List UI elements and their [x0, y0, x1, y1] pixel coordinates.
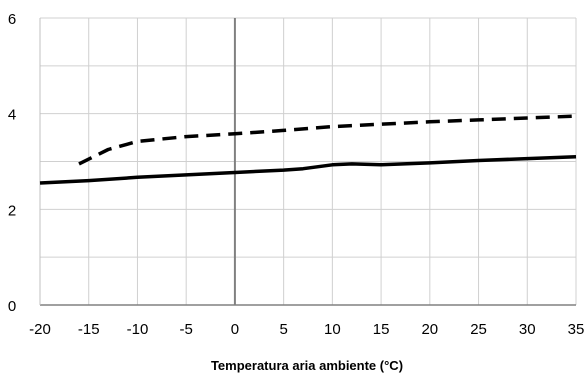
x-tick-label: 20 — [421, 321, 438, 338]
x-axis-title: Temperatura aria ambiente (°C) — [211, 358, 403, 373]
x-tick-label: 35 — [568, 321, 585, 338]
y-tick-label: 2 — [8, 202, 16, 219]
axes — [39, 18, 576, 306]
y-tick-label: 6 — [8, 11, 16, 28]
x-tick-label: 5 — [279, 321, 287, 338]
x-tick-label: -20 — [29, 321, 51, 338]
x-tick-label: 30 — [519, 321, 536, 338]
y-tick-label: 4 — [8, 107, 16, 124]
x-tick-label: -5 — [180, 321, 193, 338]
series-lines — [39, 114, 577, 185]
x-tick-label: 0 — [231, 321, 239, 338]
y-tick-label: 0 — [8, 298, 16, 315]
x-tick-label: -10 — [127, 321, 149, 338]
x-tick-label: 15 — [373, 321, 390, 338]
x-tick-labels: -20 -15 -10 -5 0 5 10 15 20 25 30 35 — [29, 321, 584, 338]
solid-series-line — [39, 154, 577, 185]
x-tick-label: 25 — [470, 321, 487, 338]
dashed-series-line — [78, 114, 577, 166]
x-tick-label: 10 — [324, 321, 341, 338]
x-tick-label: -15 — [78, 321, 100, 338]
y-tick-labels: 0 2 4 6 — [8, 11, 16, 315]
